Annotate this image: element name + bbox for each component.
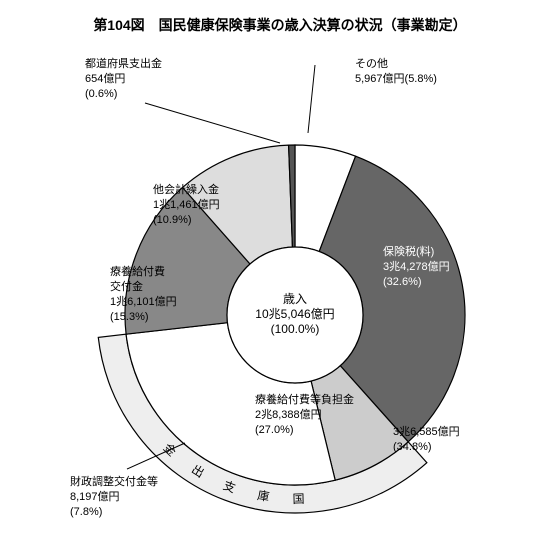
slice-label-hoka: 他会計繰入金1兆1,461億円(10.9%) xyxy=(153,183,220,228)
slice-label-hoken: 保険税(料)3兆4,278億円(32.6%) xyxy=(383,245,450,290)
slice-label-other: その他5,967億円(5.8%) xyxy=(355,57,437,87)
slice-label-ryoyo_kofu: 療養給付費交付金1兆6,101億円(15.3%) xyxy=(110,265,177,324)
slice-label-todofuken: 都道府県支出金654億円(0.6%) xyxy=(85,57,162,102)
page-title: 第104図 国民健康保険事業の歳入決算の状況（事業勘定） xyxy=(15,15,545,35)
slice-label-zaisei: 財政調整交付金等8,197億円(7.8%) xyxy=(70,475,158,520)
slice-label-ryoyo_futan: 療養給付費等負担金2兆8,388億円(27.0%) xyxy=(255,393,354,438)
svg-text:国: 国 xyxy=(292,492,304,506)
pie-chart: 歳入10兆5,046億円(100.0%)国庫支出金 その他5,967億円(5.8… xyxy=(15,55,545,545)
slice-label-kokko_inner: 3兆6,585億円(34.8%) xyxy=(393,425,460,455)
svg-text:庫: 庫 xyxy=(256,488,270,504)
chart-svg: 歳入10兆5,046億円(100.0%)国庫支出金 xyxy=(15,55,545,545)
